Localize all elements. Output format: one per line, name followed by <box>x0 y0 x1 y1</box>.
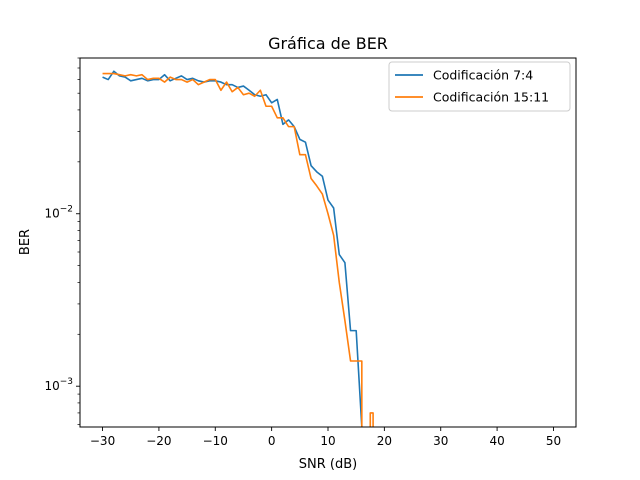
x-axis: −30 −20 −10 0 10 20 30 40 50 <box>90 427 561 448</box>
x-tick-label: 40 <box>489 434 504 448</box>
x-tick-label: −20 <box>146 434 171 448</box>
series-line-2 <box>102 72 374 427</box>
x-tick-label: 30 <box>433 434 448 448</box>
series-line-1 <box>102 70 363 427</box>
legend-box <box>388 61 571 112</box>
legend-label-1: Codificación 7:4 <box>433 68 533 83</box>
legend: Codificación 7:4 Codificación 15:11 <box>388 61 571 112</box>
y-tick-label: 10−2 <box>44 205 73 221</box>
legend-label-2: Codificación 15:11 <box>433 90 549 105</box>
x-tick-label: 50 <box>546 434 561 448</box>
y-axis-label: BER <box>18 229 33 255</box>
chart-title: Gráfica de BER <box>268 34 388 53</box>
series-layer <box>102 70 374 427</box>
x-tick-label: 10 <box>320 434 335 448</box>
x-tick-label: 20 <box>377 434 392 448</box>
x-axis-label: SNR (dB) <box>299 457 357 472</box>
x-tick-label: 0 <box>268 434 276 448</box>
y-tick-label: 10−3 <box>44 377 73 393</box>
y-axis: 10−2 10−3 <box>44 57 80 425</box>
x-tick-label: −30 <box>90 434 115 448</box>
x-tick-label: −10 <box>203 434 228 448</box>
